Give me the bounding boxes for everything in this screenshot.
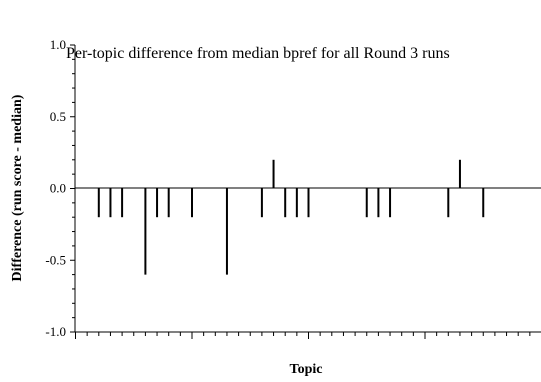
y-axis-label: Difference (run score - median)	[10, 94, 25, 281]
y-tick-label: 0.0	[50, 181, 66, 196]
difference-bars	[97, 159, 485, 275]
y-tick-label: -0.5	[45, 252, 66, 267]
x-axis-label: Topic	[290, 362, 323, 377]
x-axis-ticks	[75, 332, 531, 339]
chart-title: Per-topic difference from median bpref f…	[66, 45, 450, 62]
y-tick-label: 0.5	[50, 109, 66, 124]
y-tick-label: -1.0	[45, 324, 66, 339]
y-tick-label: 1.0	[50, 37, 66, 52]
y-axis-ticks: 1.0 0.5 0.0 -0.5 -1.0	[45, 37, 75, 339]
